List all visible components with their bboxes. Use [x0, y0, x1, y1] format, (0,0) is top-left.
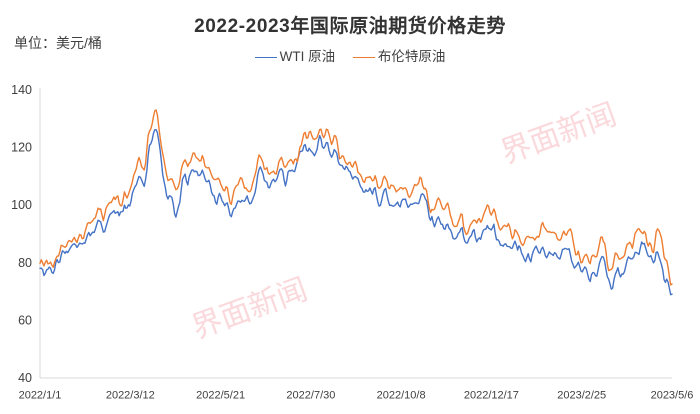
svg-text:2023/2/25: 2023/2/25	[557, 390, 606, 402]
svg-text:2022/3/12: 2022/3/12	[106, 390, 155, 402]
svg-text:2023/5/6: 2023/5/6	[651, 390, 694, 402]
svg-text:2022/7/30: 2022/7/30	[286, 390, 335, 402]
svg-text:界面新闻: 界面新闻	[188, 273, 312, 345]
svg-text:140: 140	[11, 83, 32, 97]
svg-text:2022/5/21: 2022/5/21	[196, 390, 245, 402]
svg-text:2022/12/17: 2022/12/17	[464, 390, 519, 402]
svg-text:60: 60	[18, 313, 32, 327]
svg-text:2022/10/8: 2022/10/8	[377, 390, 426, 402]
svg-text:2022/1/1: 2022/1/1	[19, 390, 62, 402]
svg-text:100: 100	[11, 198, 32, 212]
svg-text:界面新闻: 界面新闻	[497, 98, 621, 170]
svg-text:40: 40	[18, 371, 32, 385]
svg-text:120: 120	[11, 141, 32, 155]
svg-text:80: 80	[18, 256, 32, 270]
